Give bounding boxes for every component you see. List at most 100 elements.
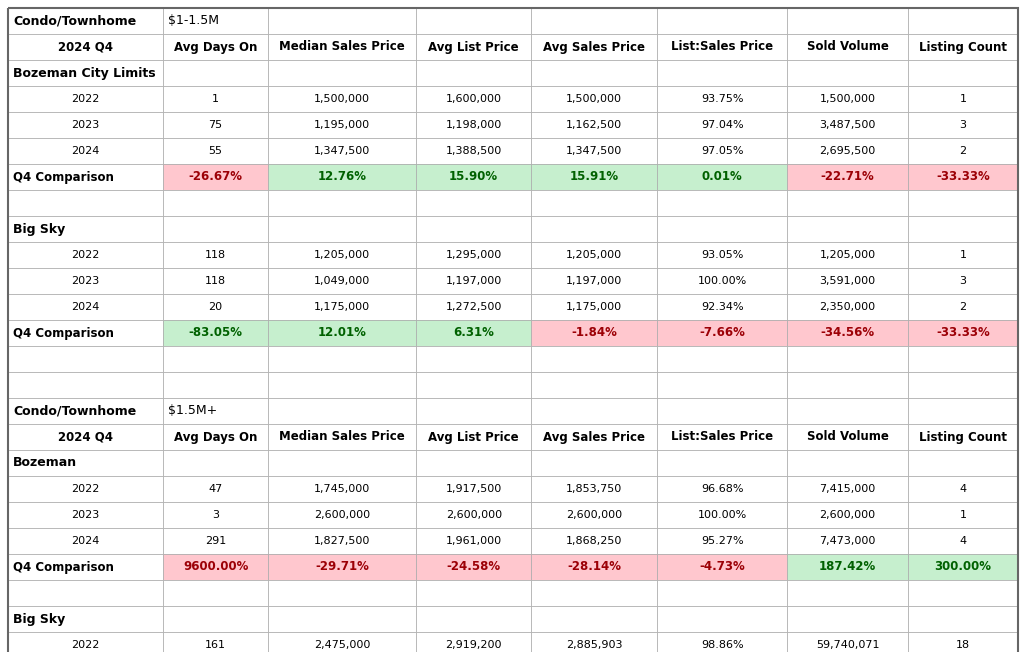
Text: Bozeman City Limits: Bozeman City Limits — [13, 67, 156, 80]
Text: 100.00%: 100.00% — [697, 510, 746, 520]
Bar — [656, 398, 787, 424]
Bar — [8, 502, 163, 528]
Text: 12.76%: 12.76% — [317, 171, 367, 183]
Text: 1,195,000: 1,195,000 — [314, 120, 371, 130]
Bar — [268, 138, 416, 164]
Text: Avg Days On: Avg Days On — [174, 430, 257, 443]
Text: 1,197,000: 1,197,000 — [566, 276, 623, 286]
Bar — [8, 372, 163, 398]
Bar — [531, 398, 656, 424]
Bar — [656, 528, 787, 554]
Bar — [268, 580, 416, 606]
Text: 2023: 2023 — [72, 120, 99, 130]
Bar — [8, 528, 163, 554]
Text: 1,205,000: 1,205,000 — [819, 250, 876, 260]
Text: 1,049,000: 1,049,000 — [314, 276, 371, 286]
Text: 7,473,000: 7,473,000 — [819, 536, 876, 546]
Text: -28.14%: -28.14% — [567, 561, 622, 574]
Bar — [908, 138, 1018, 164]
Bar — [787, 450, 908, 476]
Text: 96.68%: 96.68% — [700, 484, 743, 494]
Bar — [531, 320, 656, 346]
Text: -22.71%: -22.71% — [821, 171, 874, 183]
Text: 2,600,000: 2,600,000 — [566, 510, 623, 520]
Bar — [787, 320, 908, 346]
Text: 97.04%: 97.04% — [700, 120, 743, 130]
Text: -1.84%: -1.84% — [571, 327, 617, 340]
Bar — [908, 60, 1018, 86]
Bar — [8, 190, 163, 216]
Bar — [163, 242, 268, 268]
Bar — [531, 450, 656, 476]
Bar — [656, 164, 787, 190]
Bar — [656, 138, 787, 164]
Bar — [268, 216, 416, 242]
Bar — [531, 606, 656, 632]
Text: 4: 4 — [959, 484, 967, 494]
Text: 1,347,500: 1,347,500 — [566, 146, 623, 156]
Bar — [531, 580, 656, 606]
Text: Listing Count: Listing Count — [919, 40, 1007, 53]
Text: 2024: 2024 — [72, 146, 99, 156]
Bar — [163, 528, 268, 554]
Text: Q4 Comparison: Q4 Comparison — [13, 561, 114, 574]
Bar — [908, 346, 1018, 372]
Text: -7.66%: -7.66% — [699, 327, 745, 340]
Text: -29.71%: -29.71% — [315, 561, 369, 574]
Bar — [531, 554, 656, 580]
Bar — [908, 606, 1018, 632]
Text: 1,205,000: 1,205,000 — [566, 250, 623, 260]
Text: 100.00%: 100.00% — [697, 276, 746, 286]
Bar — [416, 34, 531, 60]
Bar — [787, 190, 908, 216]
Text: 2,350,000: 2,350,000 — [819, 302, 876, 312]
Text: Bozeman: Bozeman — [13, 456, 77, 469]
Bar — [787, 424, 908, 450]
Bar — [8, 398, 163, 424]
Text: 3,487,500: 3,487,500 — [819, 120, 876, 130]
Bar — [163, 294, 268, 320]
Text: $1-1.5M: $1-1.5M — [168, 14, 219, 27]
Bar — [8, 268, 163, 294]
Text: 2024: 2024 — [72, 536, 99, 546]
Text: 2024 Q4: 2024 Q4 — [58, 430, 113, 443]
Bar — [8, 346, 163, 372]
Bar — [268, 632, 416, 652]
Text: 75: 75 — [209, 120, 222, 130]
Bar — [656, 8, 787, 34]
Text: 1,853,750: 1,853,750 — [566, 484, 623, 494]
Bar — [656, 554, 787, 580]
Bar — [8, 8, 163, 34]
Bar — [268, 502, 416, 528]
Bar — [268, 34, 416, 60]
Text: 2022: 2022 — [72, 640, 99, 650]
Bar — [787, 294, 908, 320]
Text: Median Sales Price: Median Sales Price — [280, 430, 404, 443]
Bar — [531, 372, 656, 398]
Bar — [416, 138, 531, 164]
Bar — [416, 294, 531, 320]
Bar — [656, 320, 787, 346]
Bar — [268, 320, 416, 346]
Text: 97.05%: 97.05% — [700, 146, 743, 156]
Text: -4.73%: -4.73% — [699, 561, 745, 574]
Bar — [656, 450, 787, 476]
Bar — [416, 554, 531, 580]
Text: 0.01%: 0.01% — [701, 171, 742, 183]
Bar — [268, 554, 416, 580]
Bar — [787, 60, 908, 86]
Bar — [787, 138, 908, 164]
Bar — [908, 372, 1018, 398]
Bar — [787, 632, 908, 652]
Text: 55: 55 — [209, 146, 222, 156]
Bar — [8, 450, 163, 476]
Text: 1: 1 — [959, 94, 967, 104]
Bar — [531, 528, 656, 554]
Bar — [416, 320, 531, 346]
Text: 1,868,250: 1,868,250 — [566, 536, 623, 546]
Text: 1,347,500: 1,347,500 — [314, 146, 371, 156]
Text: Avg List Price: Avg List Price — [428, 430, 519, 443]
Bar — [8, 632, 163, 652]
Text: 1,198,000: 1,198,000 — [445, 120, 502, 130]
Text: 161: 161 — [205, 640, 226, 650]
